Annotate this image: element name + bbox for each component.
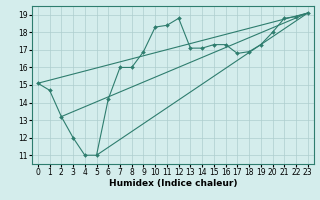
X-axis label: Humidex (Indice chaleur): Humidex (Indice chaleur) <box>108 179 237 188</box>
